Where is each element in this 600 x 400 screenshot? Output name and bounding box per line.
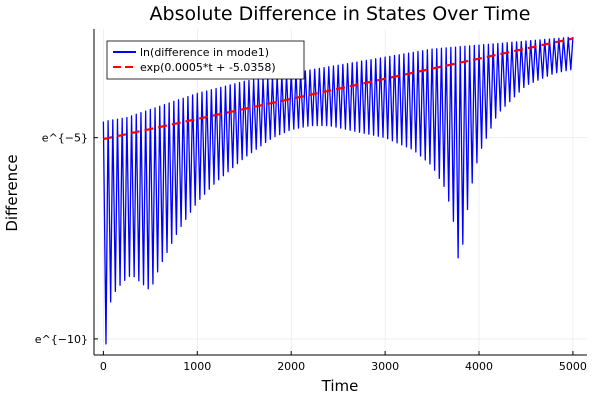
y-tick-label-1: e^{−5}: [42, 132, 88, 145]
series-line-fit: [103, 37, 574, 141]
x-tick-label-3: 3000: [371, 360, 399, 373]
legend-box: [106, 40, 305, 80]
x-axis-label: Time: [321, 377, 359, 395]
legend: ln(difference in mode1) exp(0.0005*t + -…: [106, 40, 305, 80]
x-tick-label-1: 1000: [183, 360, 211, 373]
axes: 0 1000 2000 3000 4000 5000 e^{−10} e^{−5}: [35, 29, 587, 373]
y-axis-label: Difference: [3, 154, 21, 231]
series-layer: [102, 36, 574, 345]
x-tick-label-5: 5000: [559, 360, 587, 373]
legend-label-series-2: exp(0.0005*t + -5.0358): [140, 61, 276, 74]
chart-title: Absolute Difference in States Over Time: [150, 3, 531, 25]
x-tick-label-4: 4000: [465, 360, 493, 373]
series-line-mode1: [102, 36, 574, 345]
legend-label-series-1: ln(difference in mode1): [140, 46, 269, 59]
y-tick-label-0: e^{−10}: [35, 333, 88, 346]
x-tick-label-0: 0: [100, 360, 107, 373]
x-tick-label-2: 2000: [277, 360, 305, 373]
